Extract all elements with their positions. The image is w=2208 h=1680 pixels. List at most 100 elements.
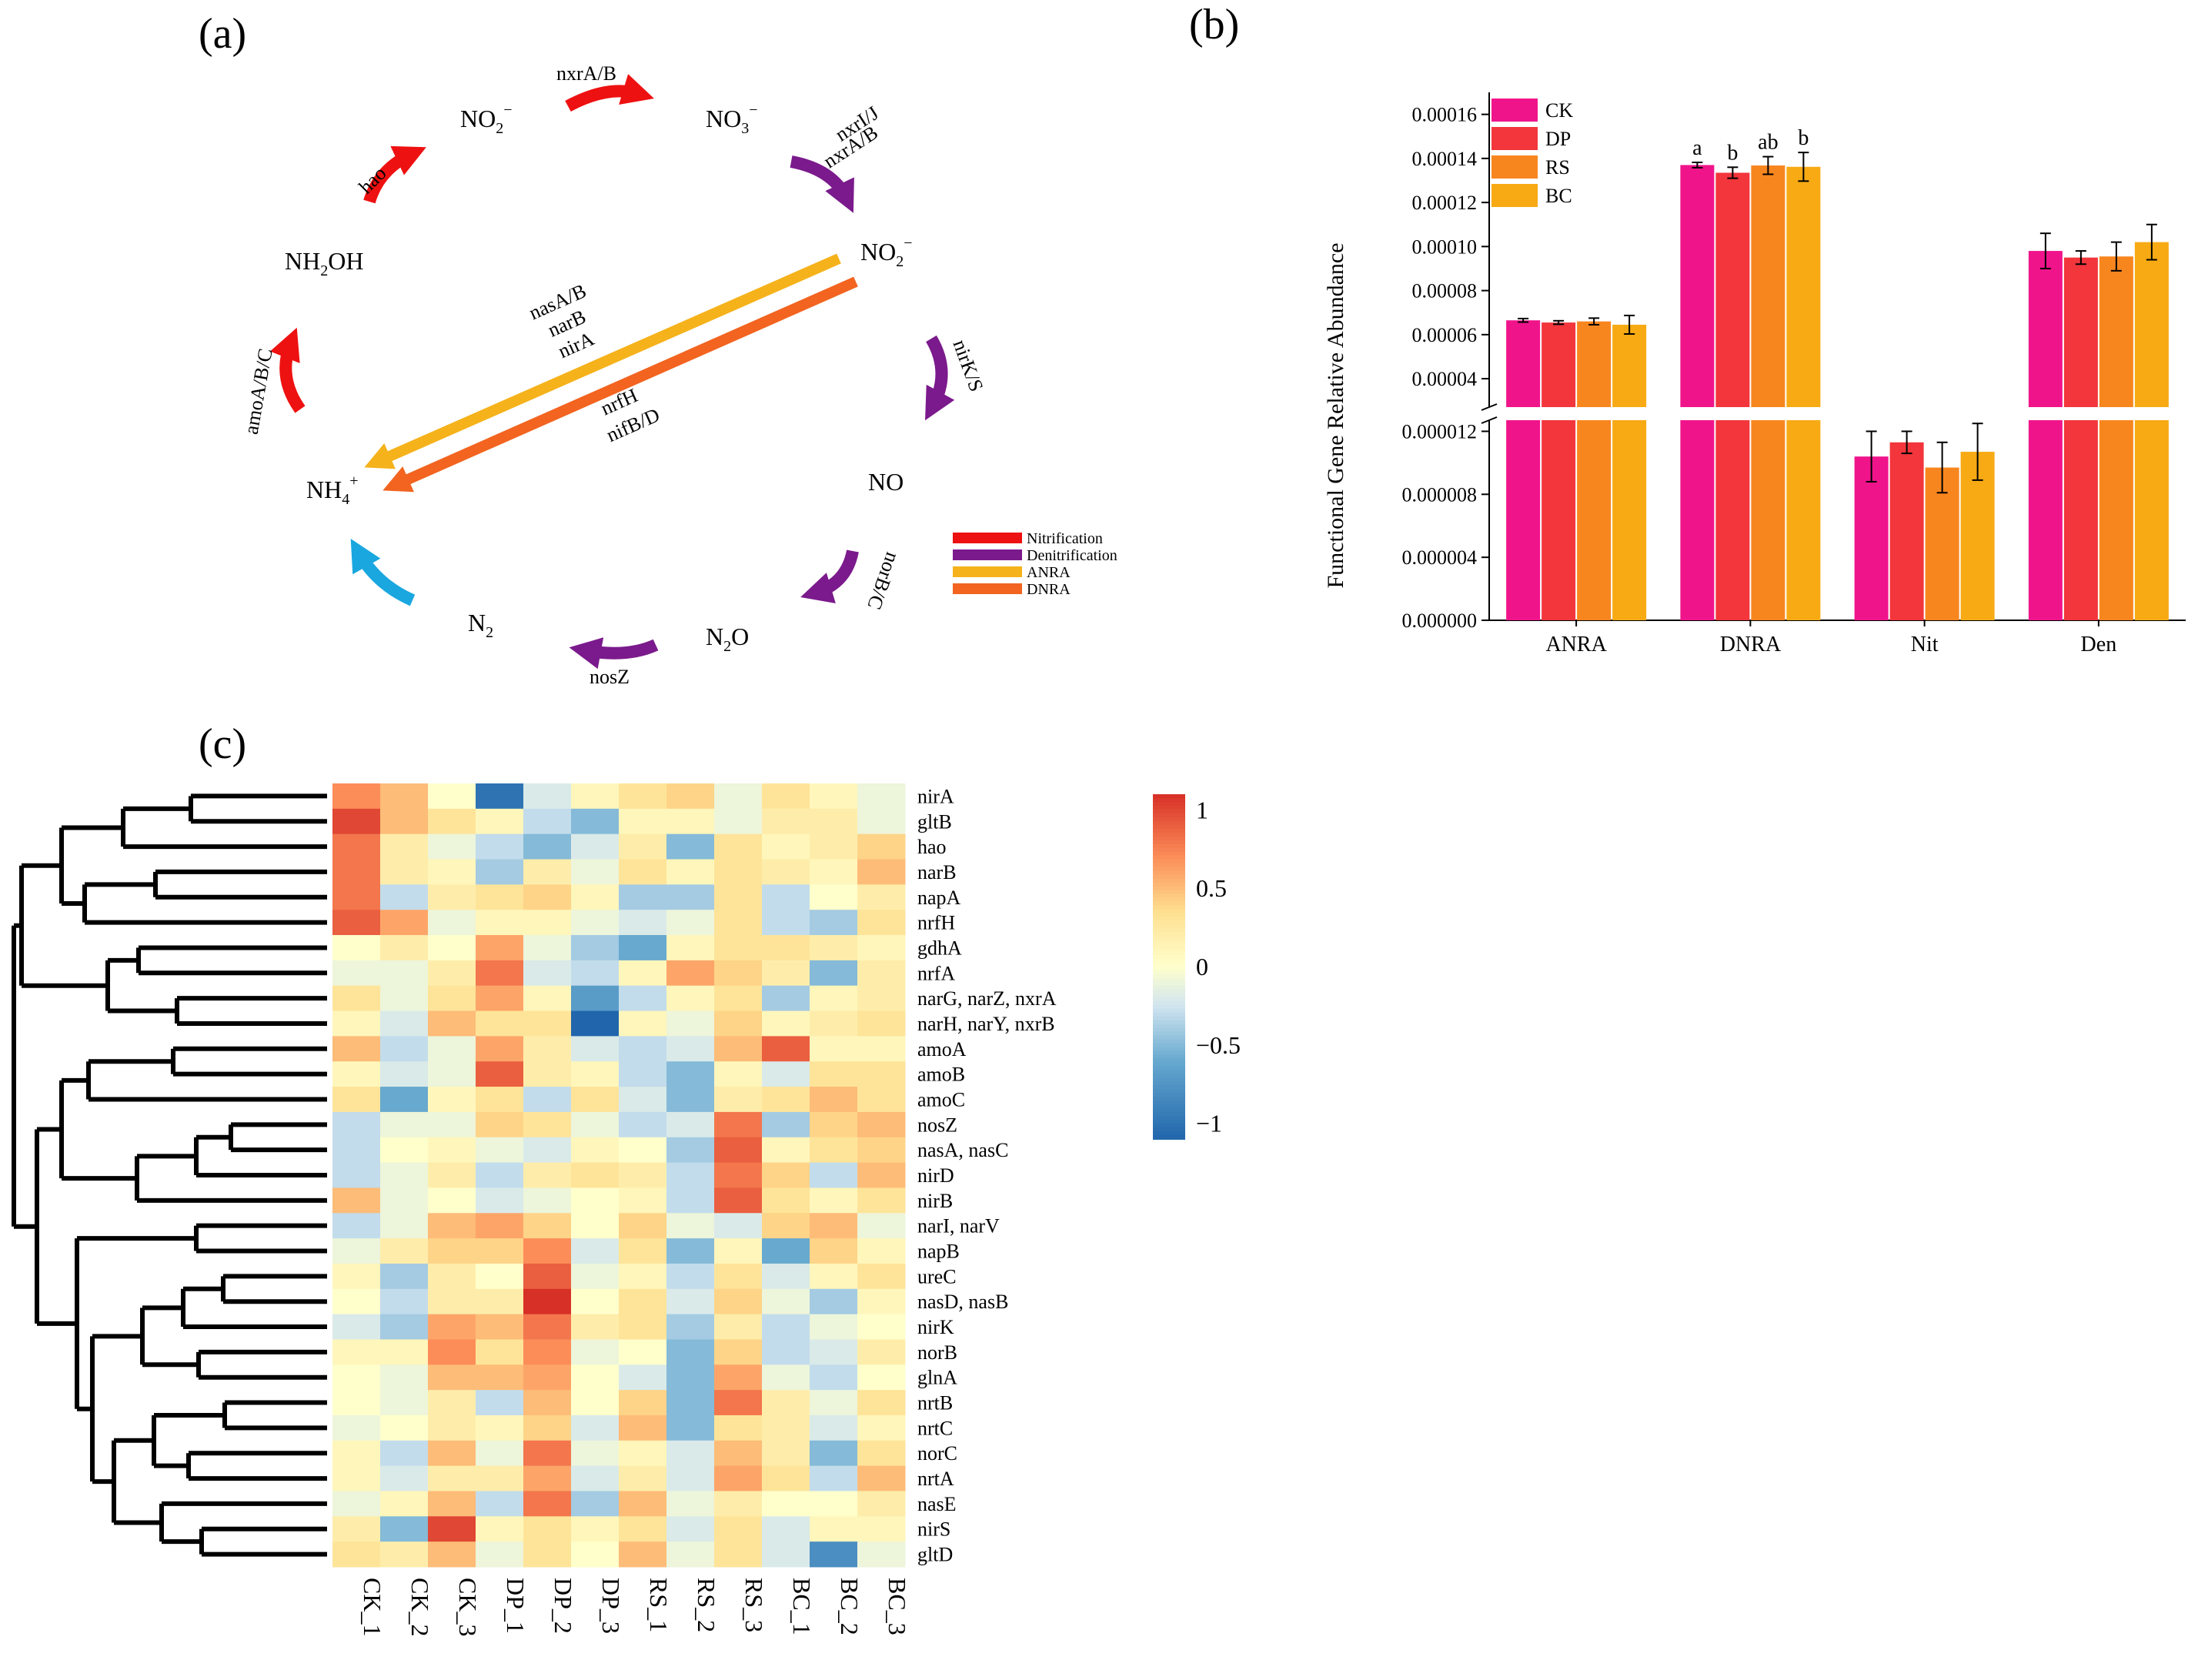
heatmap-cell: [428, 859, 476, 885]
heatmap-cell: [857, 1288, 906, 1315]
colorbar-segment: [1153, 897, 1185, 903]
heatmap-cell: [571, 985, 620, 1012]
heatmap-cell: [714, 1516, 763, 1542]
heatmap-cell: [619, 1314, 667, 1340]
heatmap-col-label: DP_1: [502, 1578, 529, 1634]
heatmap-cell: [857, 1137, 906, 1164]
heatmap-cell: [380, 1465, 429, 1491]
heatmap-cell: [380, 859, 429, 885]
heatmap-cell: [666, 1162, 715, 1188]
gene-amoabc: amoA/B/C: [240, 347, 277, 436]
colorbar-segment: [1153, 967, 1185, 971]
heatmap-cell: [332, 1465, 381, 1491]
heatmap-cell: [714, 960, 763, 987]
heatmap-cell: [380, 808, 429, 835]
heatmap-cell: [619, 1061, 667, 1087]
heatmap-cell: [571, 1390, 620, 1416]
panel-b-label: (b): [1189, 1, 1239, 48]
heatmap-cell: [666, 1465, 715, 1491]
heatmap-cell: [666, 1187, 715, 1214]
heatmap-cell: [619, 833, 667, 860]
heatmap-cell: [619, 808, 667, 835]
heatmap-cell: [714, 1440, 763, 1467]
colorbar-segment: [1153, 1000, 1185, 1006]
colorbar-segment: [1153, 901, 1185, 907]
heatmap-cell: [380, 985, 429, 1012]
heatmap-cell: [523, 859, 572, 885]
species-no2-right: NO2−: [860, 235, 913, 270]
arrow-n-fixation: [350, 538, 416, 606]
heatmap-cell: [380, 1137, 429, 1164]
heatmap-cell: [666, 1087, 715, 1113]
heatmap-cell: [380, 1314, 429, 1340]
heatmap-cell: [810, 985, 858, 1012]
bar-BC-ANRA: [1612, 420, 1647, 620]
heatmap-cell: [428, 910, 476, 936]
colorbar-segment: [1153, 1124, 1185, 1129]
colorbar-segment: [1153, 890, 1185, 895]
heatmap-cell: [714, 1364, 763, 1391]
heatmap-cell: [523, 1061, 572, 1087]
heatmap-cell: [571, 960, 620, 987]
heatmap-col-label: CK_1: [359, 1578, 386, 1636]
arrow-denitrification-nor: [800, 549, 859, 603]
heatmap-cell: [810, 833, 858, 860]
heatmap-cell: [857, 1339, 906, 1365]
heatmap-cell: [428, 808, 476, 835]
colorbar-segment: [1153, 882, 1185, 887]
heatmap-cell: [810, 1137, 858, 1164]
species-nh4: NH4+: [306, 473, 359, 508]
colorbar-segment: [1153, 832, 1185, 837]
heatmap-cell: [332, 1238, 381, 1264]
heatmap-cell: [666, 910, 715, 936]
colorbar-segment: [1153, 989, 1185, 994]
heatmap-cell: [523, 1137, 572, 1164]
colorbar-segment: [1153, 859, 1185, 864]
heatmap-cell: [332, 1263, 381, 1290]
heatmap-cell: [857, 808, 906, 835]
legend-swatch-BC: [1491, 184, 1538, 207]
colorbar-segment: [1153, 924, 1185, 930]
heatmap-cell: [380, 1491, 429, 1517]
heatmap-cell: [810, 935, 858, 961]
heatmap-cell: [332, 1036, 381, 1062]
heatmap-cell: [810, 859, 858, 885]
cycle-legend: Nitrification Denitrification ANRA DNRA: [953, 530, 1117, 598]
heatmap-cell: [380, 833, 429, 860]
heatmap-cell: [810, 1187, 858, 1214]
heatmap-row-label: nrfH: [917, 912, 955, 934]
heatmap-cell: [428, 1414, 476, 1441]
heatmap-row-label: napB: [917, 1241, 960, 1263]
heatmap-col-label: DP_2: [549, 1578, 577, 1634]
heatmap-cell: [428, 833, 476, 860]
heatmap-cell: [476, 1364, 524, 1391]
colorbar-segment: [1153, 1127, 1185, 1133]
heatmap-cell: [523, 1314, 572, 1340]
heatmap-cell: [857, 1010, 906, 1037]
heatmap-cell: [476, 1414, 524, 1441]
heatmap-cell: [810, 1541, 858, 1568]
heatmap-cell: [476, 1288, 524, 1315]
heatmap-col-label: DP_3: [597, 1578, 625, 1634]
heatmap-cell: [857, 1263, 906, 1290]
heatmap-col-label: BC_3: [884, 1578, 911, 1635]
heatmap-cell: [857, 1061, 906, 1087]
colorbar-segment: [1153, 1089, 1185, 1094]
colorbar-segment: [1153, 981, 1185, 987]
heatmap-row-label: nirK: [917, 1316, 954, 1338]
heatmap-cell: [332, 1213, 381, 1239]
heatmap-cell: [857, 833, 906, 860]
heatmap-cell: [476, 884, 524, 910]
heatmap-cell: [523, 1390, 572, 1416]
y-tick-label: 0.000008: [1402, 483, 1478, 506]
heatmap-cell: [523, 783, 572, 810]
heatmap-cell: [810, 960, 858, 987]
colorbar-segment: [1153, 874, 1185, 880]
heatmap-cell: [476, 1440, 524, 1467]
nitrogen-cycle-diagram: NO2− NO3− NO2− NO N2O N2 NH4+ NH2OH hao …: [240, 62, 1117, 688]
heatmap-cell: [476, 1516, 524, 1542]
heatmap-cell: [810, 1339, 858, 1365]
heatmap-cell: [619, 1516, 667, 1542]
heatmap-cell: [810, 1162, 858, 1188]
heatmap-cell: [428, 1339, 476, 1365]
